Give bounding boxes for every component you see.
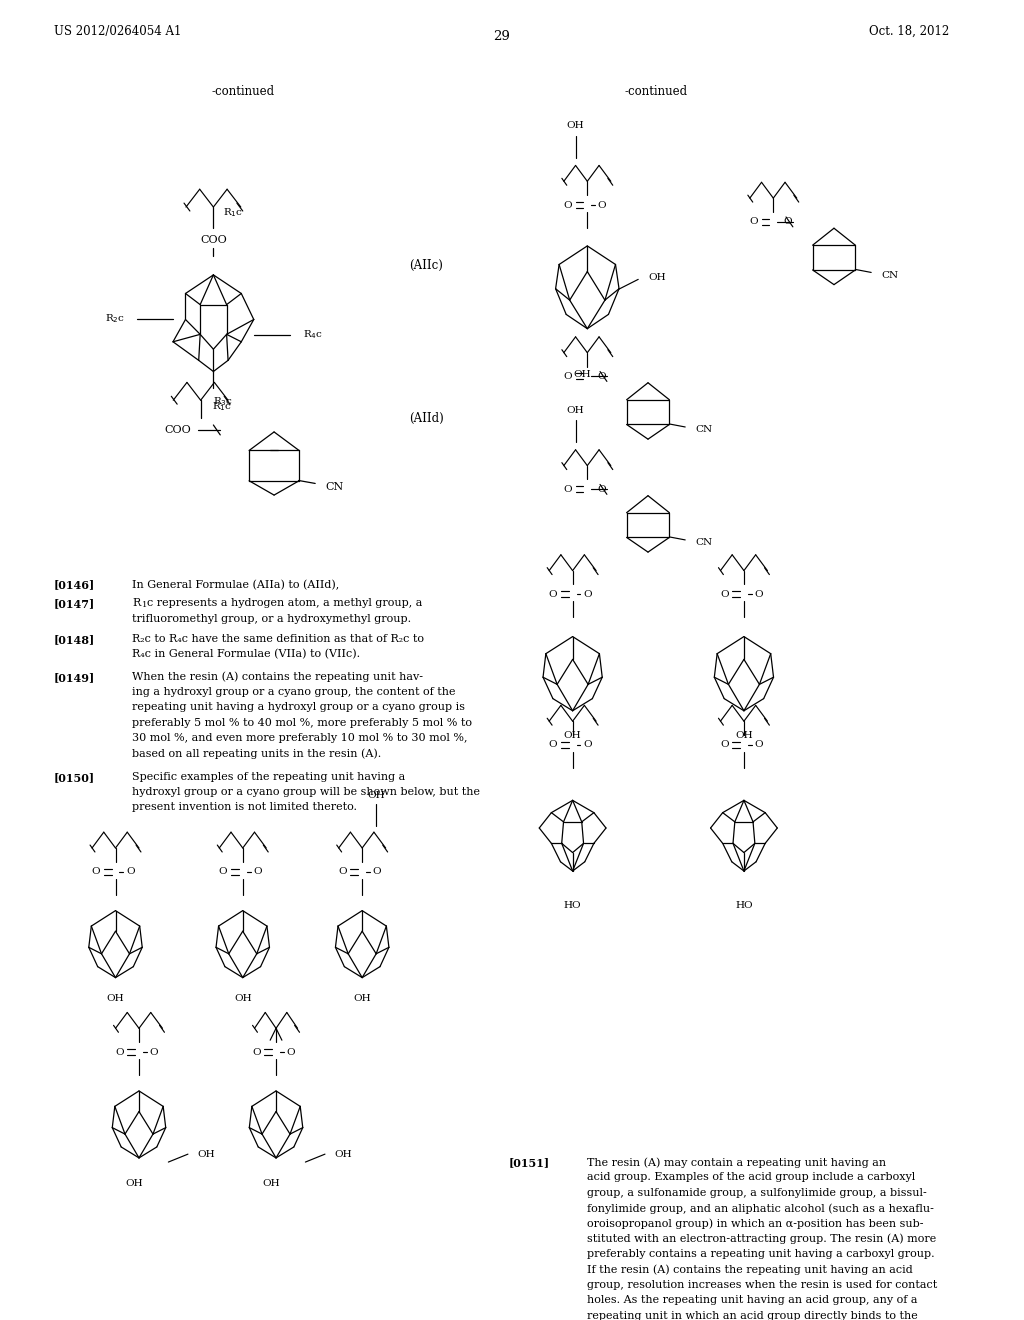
- Text: O: O: [150, 1048, 158, 1056]
- Text: O: O: [720, 741, 729, 750]
- Text: OH: OH: [335, 1150, 352, 1159]
- Text: O: O: [253, 867, 262, 876]
- Text: O: O: [755, 741, 763, 750]
- Text: R₂c to R₄c have the same definition as that of R₂c to: R₂c to R₄c have the same definition as t…: [132, 634, 424, 644]
- Text: OH: OH: [353, 994, 371, 1003]
- Text: R$_{3}$c: R$_{3}$c: [213, 395, 233, 408]
- Text: O: O: [563, 372, 572, 381]
- Text: present invention is not limited thereto.: present invention is not limited thereto…: [132, 803, 357, 812]
- Text: holes. As the repeating unit having an acid group, any of a: holes. As the repeating unit having an a…: [588, 1295, 918, 1305]
- Text: based on all repeating units in the resin (A).: based on all repeating units in the resi…: [132, 748, 381, 759]
- Text: O: O: [549, 741, 557, 750]
- Text: O: O: [783, 218, 793, 227]
- Text: O: O: [583, 590, 592, 599]
- Text: US 2012/0264054 A1: US 2012/0264054 A1: [54, 25, 181, 38]
- Text: OH: OH: [566, 121, 585, 131]
- Text: repeating unit in which an acid group directly binds to the: repeating unit in which an acid group di…: [588, 1311, 919, 1320]
- Text: -continued: -continued: [211, 84, 274, 98]
- Text: O: O: [373, 867, 381, 876]
- Text: [0147]: [0147]: [54, 598, 95, 610]
- Text: R$_{4}$c: R$_{4}$c: [303, 329, 324, 342]
- Text: O: O: [115, 1048, 124, 1056]
- Text: O: O: [563, 484, 572, 494]
- Text: repeating unit having a hydroxyl group or a cyano group is: repeating unit having a hydroxyl group o…: [132, 702, 465, 713]
- Text: If the resin (A) contains the repeating unit having an acid: If the resin (A) contains the repeating …: [588, 1265, 913, 1275]
- Text: O: O: [598, 201, 606, 210]
- Text: R₄c in General Formulae (VIIa) to (VIIc).: R₄c in General Formulae (VIIa) to (VIIc)…: [132, 649, 360, 660]
- Text: ing a hydroxyl group or a cyano group, the content of the: ing a hydroxyl group or a cyano group, t…: [132, 686, 456, 697]
- Text: R$_{2}$c: R$_{2}$c: [105, 313, 125, 326]
- Text: CN: CN: [695, 425, 712, 434]
- Text: 29: 29: [493, 30, 510, 42]
- Text: 30 mol %, and even more preferably 10 mol % to 30 mol %,: 30 mol %, and even more preferably 10 mo…: [132, 733, 468, 743]
- Text: OH: OH: [233, 994, 252, 1003]
- Text: OH: OH: [566, 405, 585, 414]
- Text: OH: OH: [573, 370, 591, 379]
- Text: (AIIc): (AIIc): [410, 259, 443, 272]
- Text: (AIId): (AIId): [410, 412, 444, 425]
- Text: [0150]: [0150]: [54, 772, 95, 783]
- Text: OH: OH: [262, 1179, 280, 1188]
- Text: group, resolution increases when the resin is used for contact: group, resolution increases when the res…: [588, 1280, 938, 1290]
- Text: In General Formulae (AIIa) to (AIId),: In General Formulae (AIIa) to (AIId),: [132, 579, 339, 590]
- Text: HO: HO: [564, 902, 582, 909]
- Text: preferably contains a repeating unit having a carboxyl group.: preferably contains a repeating unit hav…: [588, 1249, 935, 1259]
- Text: preferably 5 mol % to 40 mol %, more preferably 5 mol % to: preferably 5 mol % to 40 mol %, more pre…: [132, 718, 472, 727]
- Text: R$_{1}$c: R$_{1}$c: [212, 400, 232, 413]
- Text: R$_{1}$c: R$_{1}$c: [223, 207, 243, 219]
- Text: trifluoromethyl group, or a hydroxymethyl group.: trifluoromethyl group, or a hydroxymethy…: [132, 614, 412, 624]
- Text: Oct. 18, 2012: Oct. 18, 2012: [869, 25, 949, 38]
- Text: 1: 1: [142, 602, 147, 610]
- Text: O: O: [338, 867, 347, 876]
- Text: O: O: [287, 1048, 295, 1056]
- Text: [0146]: [0146]: [54, 579, 95, 590]
- Text: CN: CN: [325, 482, 343, 492]
- Text: HO: HO: [735, 902, 753, 909]
- Text: O: O: [750, 218, 758, 227]
- Text: O: O: [720, 590, 729, 599]
- Text: OH: OH: [106, 994, 124, 1003]
- Text: OH: OH: [367, 791, 385, 800]
- Text: hydroxyl group or a cyano group will be shown below, but the: hydroxyl group or a cyano group will be …: [132, 787, 480, 797]
- Text: CN: CN: [695, 539, 712, 548]
- Text: CN: CN: [881, 271, 898, 280]
- Text: c represents a hydrogen atom, a methyl group, a: c represents a hydrogen atom, a methyl g…: [146, 598, 422, 609]
- Text: Specific examples of the repeating unit having a: Specific examples of the repeating unit …: [132, 772, 406, 781]
- Text: OH: OH: [735, 730, 753, 739]
- Text: R: R: [132, 598, 140, 609]
- Text: O: O: [126, 867, 134, 876]
- Text: O: O: [549, 590, 557, 599]
- Text: O: O: [598, 484, 606, 494]
- Text: The resin (A) may contain a repeating unit having an: The resin (A) may contain a repeating un…: [588, 1158, 887, 1168]
- Text: COO: COO: [164, 425, 190, 436]
- Text: O: O: [91, 867, 100, 876]
- Text: COO: COO: [200, 235, 226, 244]
- Text: OH: OH: [648, 273, 666, 282]
- Text: [0148]: [0148]: [54, 634, 95, 645]
- Text: stituted with an electron-attracting group. The resin (A) more: stituted with an electron-attracting gro…: [588, 1234, 937, 1245]
- Text: O: O: [755, 590, 763, 599]
- Text: OH: OH: [125, 1179, 143, 1188]
- Text: When the resin (A) contains the repeating unit hav-: When the resin (A) contains the repeatin…: [132, 672, 423, 682]
- Text: oroisopropanol group) in which an α-position has been sub-: oroisopropanol group) in which an α-posi…: [588, 1218, 924, 1229]
- Text: O: O: [252, 1048, 261, 1056]
- Text: [0149]: [0149]: [54, 672, 95, 682]
- Text: O: O: [583, 741, 592, 750]
- Text: group, a sulfonamide group, a sulfonylimide group, a bissul-: group, a sulfonamide group, a sulfonylim…: [588, 1188, 927, 1197]
- Text: O: O: [219, 867, 227, 876]
- Text: OH: OH: [198, 1150, 215, 1159]
- Text: OH: OH: [564, 730, 582, 739]
- Text: O: O: [563, 201, 572, 210]
- Text: acid group. Examples of the acid group include a carboxyl: acid group. Examples of the acid group i…: [588, 1172, 915, 1183]
- Text: fonylimide group, and an aliphatic alcohol (such as a hexaflu-: fonylimide group, and an aliphatic alcoh…: [588, 1203, 934, 1213]
- Text: -continued: -continued: [625, 84, 687, 98]
- Text: [0151]: [0151]: [509, 1158, 550, 1168]
- Text: O: O: [598, 372, 606, 381]
